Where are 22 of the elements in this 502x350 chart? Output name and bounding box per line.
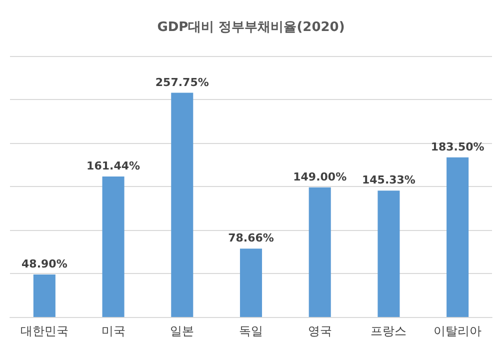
- data-label: 145.33%: [362, 174, 416, 187]
- bar: [102, 176, 124, 317]
- x-tick-label: 프랑스: [370, 324, 407, 338]
- x-tick-label: 대한민국: [20, 324, 68, 338]
- chart-title: GDP대비 정부부채비율(2020): [157, 20, 345, 35]
- bar: [446, 157, 469, 317]
- bar: [308, 187, 331, 317]
- bar: [171, 92, 194, 317]
- data-label: 257.75%: [155, 76, 209, 89]
- x-tick-label: 영국: [308, 324, 332, 338]
- x-tick-label: 일본: [170, 324, 194, 338]
- bar: [33, 274, 56, 317]
- x-tick-label: 이탈리아: [434, 324, 482, 338]
- x-tick-label: 독일: [239, 324, 263, 338]
- data-label: 78.66%: [228, 232, 274, 245]
- data-label: 149.00%: [293, 170, 347, 184]
- data-label: 183.50%: [430, 140, 484, 154]
- data-label: 161.44%: [86, 160, 140, 173]
- bar: [378, 190, 400, 317]
- x-tick-label: 미국: [101, 324, 126, 338]
- data-label: 48.90%: [22, 257, 68, 270]
- bar: [240, 248, 262, 317]
